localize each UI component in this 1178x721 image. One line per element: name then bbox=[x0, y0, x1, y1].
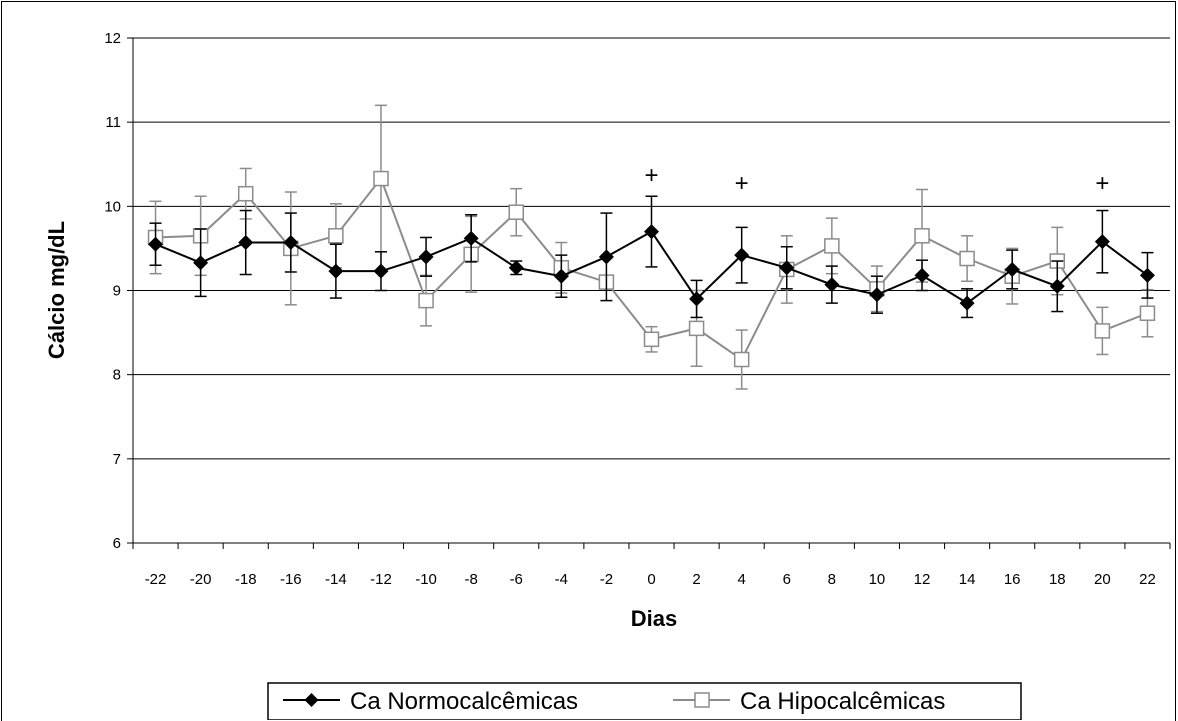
x-tick-label-2: 2 bbox=[692, 571, 700, 588]
legend-marker-normo bbox=[304, 693, 319, 707]
data-point-20 bbox=[1094, 323, 1111, 339]
series-group bbox=[147, 104, 1156, 390]
data-point--18 bbox=[237, 185, 254, 202]
y-tick-label-7: 7 bbox=[113, 451, 121, 468]
x-tick-label-20: 20 bbox=[1094, 571, 1111, 588]
data-point--16 bbox=[283, 235, 299, 251]
data-point-0 bbox=[644, 224, 659, 240]
x-tick-label--8: -8 bbox=[464, 571, 477, 588]
data-point--6 bbox=[508, 260, 524, 276]
data-point-2 bbox=[688, 320, 705, 337]
x-tick-label-18: 18 bbox=[1049, 571, 1066, 588]
x-tick-label--14: -14 bbox=[325, 571, 347, 588]
data-point-16 bbox=[1004, 261, 1020, 277]
y-tick-label-9: 9 bbox=[113, 283, 121, 300]
x-tick-label--2: -2 bbox=[600, 571, 613, 588]
x-tick-label-8: 8 bbox=[828, 571, 836, 588]
data-point-18 bbox=[1049, 278, 1065, 294]
x-tick-label-12: 12 bbox=[914, 571, 931, 588]
x-axis-title: Dias bbox=[631, 606, 677, 631]
data-point-6 bbox=[779, 260, 795, 276]
significance-marker-20: + bbox=[1095, 170, 1109, 197]
x-tick-label--20: -20 bbox=[190, 571, 212, 588]
x-tick-label-14: 14 bbox=[959, 571, 976, 588]
x-tick-label--18: -18 bbox=[235, 571, 257, 588]
data-point-14 bbox=[959, 295, 975, 311]
data-point-20 bbox=[1094, 234, 1110, 250]
data-point--12 bbox=[373, 263, 389, 279]
y-tick-label-8: 8 bbox=[113, 367, 121, 384]
x-tick-label--16: -16 bbox=[280, 571, 302, 588]
data-point-4 bbox=[733, 351, 750, 368]
data-point-12 bbox=[914, 228, 930, 244]
data-point-8 bbox=[824, 277, 840, 293]
x-tick-label-10: 10 bbox=[869, 571, 886, 588]
data-point-22 bbox=[1139, 305, 1156, 321]
significance-marker-4: + bbox=[735, 170, 749, 197]
data-point-4 bbox=[734, 247, 750, 263]
data-point--4 bbox=[553, 268, 569, 284]
data-point--10 bbox=[418, 249, 434, 265]
data-point--6 bbox=[508, 204, 524, 220]
data-point--14 bbox=[328, 228, 344, 244]
data-point-14 bbox=[959, 250, 975, 267]
y-tick-labels: 6 7 8 9 10 11 12 bbox=[104, 30, 121, 552]
x-tick-labels: -22 -20 -18 -16 -14 -12 -10 -8 -6 -4 -2 0 2 4 6 8 10 12 14… bbox=[145, 571, 1156, 588]
x-tick-label-6: 6 bbox=[783, 571, 791, 588]
y-tick-label-11: 11 bbox=[105, 114, 121, 131]
significance-marker-0: + bbox=[644, 162, 658, 189]
legend-marker-hipo bbox=[694, 692, 710, 708]
y-axis-title: Cálcio mg/dL bbox=[44, 221, 69, 359]
y-tick-label-12: 12 bbox=[104, 30, 121, 47]
annotations: + + + bbox=[644, 162, 1109, 197]
data-point--14 bbox=[328, 263, 344, 279]
data-point--10 bbox=[418, 292, 434, 309]
series-normocalcemicas bbox=[148, 195, 1155, 319]
data-point--8 bbox=[463, 230, 479, 246]
x-tick-label-16: 16 bbox=[1004, 571, 1021, 588]
y-tick-label-10: 10 bbox=[104, 198, 121, 215]
data-point--20 bbox=[193, 255, 209, 271]
x-tick-label--10: -10 bbox=[415, 571, 437, 588]
x-tick-label--12: -12 bbox=[370, 571, 392, 588]
x-tick-label--4: -4 bbox=[555, 571, 568, 588]
data-point-2 bbox=[689, 291, 705, 307]
data-point--12 bbox=[373, 170, 389, 187]
x-tick-label--6: -6 bbox=[510, 571, 523, 588]
x-tick-label--22: -22 bbox=[145, 571, 167, 588]
data-point--22 bbox=[148, 236, 164, 252]
legend-label-normo: Ca Normocalcêmicas bbox=[350, 688, 578, 715]
data-point-10 bbox=[869, 287, 885, 303]
x-tick-label-4: 4 bbox=[738, 571, 746, 588]
data-point--18 bbox=[238, 235, 254, 251]
axes bbox=[127, 37, 1171, 549]
x-tick-label-22: 22 bbox=[1139, 571, 1156, 588]
data-point-22 bbox=[1139, 267, 1155, 283]
data-point-8 bbox=[824, 238, 840, 254]
legend-label-hipo: Ca Hipocalcêmicas bbox=[740, 688, 945, 715]
legend-box bbox=[267, 682, 1022, 720]
x-tick-label-0: 0 bbox=[647, 571, 655, 588]
data-point-0 bbox=[643, 331, 660, 348]
legend: Ca Normocalcêmicas Ca Hipocalcêmicas bbox=[267, 682, 1022, 720]
data-point-12 bbox=[914, 267, 930, 283]
data-point--2 bbox=[598, 249, 614, 265]
y-tick-label-6: 6 bbox=[113, 535, 121, 552]
